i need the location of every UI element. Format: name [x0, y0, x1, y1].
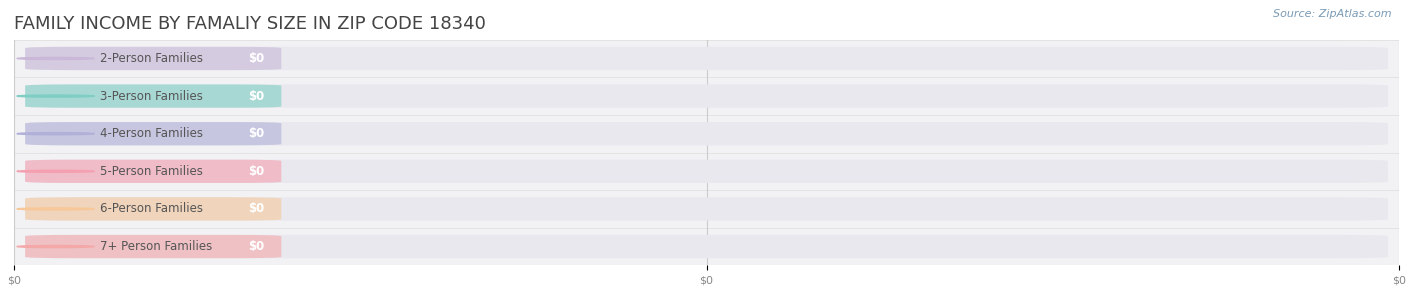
Text: $0: $0 [249, 127, 264, 140]
Circle shape [17, 246, 94, 248]
FancyBboxPatch shape [25, 197, 1388, 221]
Text: $0: $0 [249, 90, 264, 102]
Text: 4-Person Families: 4-Person Families [100, 127, 202, 140]
FancyBboxPatch shape [25, 122, 1388, 145]
FancyBboxPatch shape [25, 47, 281, 70]
FancyBboxPatch shape [25, 84, 281, 108]
FancyBboxPatch shape [25, 160, 281, 183]
FancyBboxPatch shape [25, 235, 1388, 258]
Text: FAMILY INCOME BY FAMALIY SIZE IN ZIP CODE 18340: FAMILY INCOME BY FAMALIY SIZE IN ZIP COD… [14, 15, 486, 33]
Circle shape [17, 95, 94, 97]
Circle shape [17, 170, 94, 172]
Bar [14, 152, 1399, 190]
Circle shape [17, 133, 94, 135]
Text: $0: $0 [249, 203, 264, 215]
Text: 3-Person Families: 3-Person Families [100, 90, 202, 102]
FancyBboxPatch shape [25, 235, 281, 258]
Text: $0: $0 [249, 240, 264, 253]
Text: $0: $0 [249, 52, 264, 65]
Bar [14, 190, 1399, 228]
Bar [14, 115, 1399, 152]
Text: 5-Person Families: 5-Person Families [100, 165, 202, 178]
Bar [14, 40, 1399, 77]
FancyBboxPatch shape [25, 84, 1388, 108]
FancyBboxPatch shape [25, 197, 281, 221]
Text: 7+ Person Families: 7+ Person Families [100, 240, 212, 253]
Text: Source: ZipAtlas.com: Source: ZipAtlas.com [1274, 9, 1392, 19]
Text: 6-Person Families: 6-Person Families [100, 203, 202, 215]
Text: $0: $0 [249, 165, 264, 178]
Circle shape [17, 208, 94, 210]
Text: 2-Person Families: 2-Person Families [100, 52, 202, 65]
FancyBboxPatch shape [25, 160, 1388, 183]
Circle shape [17, 57, 94, 59]
Bar [14, 228, 1399, 265]
FancyBboxPatch shape [25, 47, 1388, 70]
Bar [14, 77, 1399, 115]
FancyBboxPatch shape [25, 122, 281, 145]
